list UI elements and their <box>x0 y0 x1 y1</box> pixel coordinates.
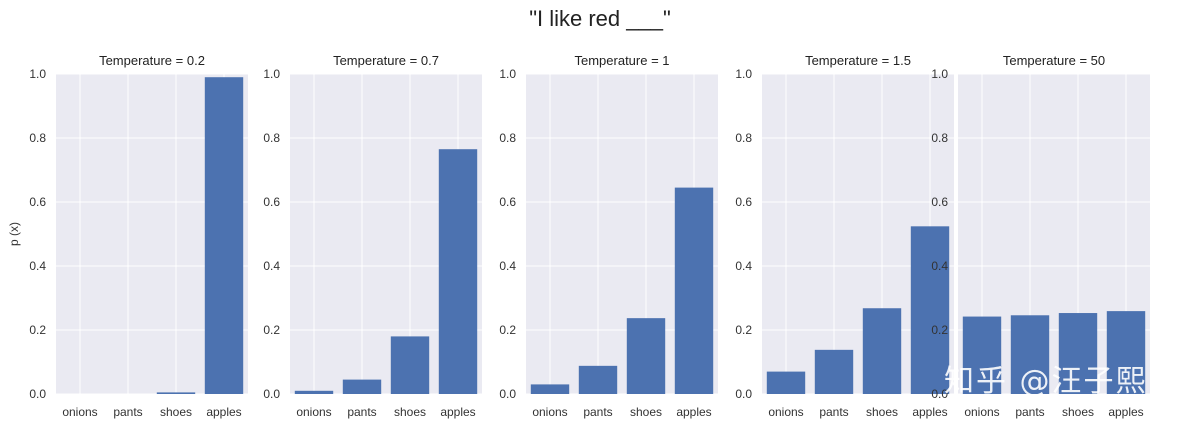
x-tick-label: onions <box>768 405 803 419</box>
y-tick-label: 0.6 <box>931 195 948 209</box>
bar-pants <box>578 365 618 394</box>
y-tick-label: 0.2 <box>735 323 752 337</box>
y-axis-label: p (x) <box>7 222 21 246</box>
panel-title: Temperature = 0.7 <box>333 53 439 68</box>
panel-3: 0.0 0.2 0.4 0.6 0.8 1.0 onions pants shoes apples… <box>499 53 718 419</box>
bar-onions <box>962 316 1002 394</box>
bar-onions <box>294 390 334 394</box>
y-tick-label: 0.0 <box>499 387 516 401</box>
panel-title: Temperature = 1 <box>574 53 669 68</box>
bar-shoes <box>862 308 902 394</box>
y-tick-label: 0.4 <box>735 259 752 273</box>
bar-pants <box>814 349 854 394</box>
x-tick-label: pants <box>583 405 612 419</box>
y-tick-label: 0.4 <box>931 259 948 273</box>
y-tick-label: 0.4 <box>29 259 46 273</box>
x-tick-label: pants <box>347 405 376 419</box>
y-tick-label: 1.0 <box>735 67 752 81</box>
watermark: 知乎 @汪子熙 <box>944 364 1148 399</box>
y-tick-label: 0.0 <box>735 387 752 401</box>
x-tick-label: onions <box>964 405 999 419</box>
bar-shoes <box>156 392 196 394</box>
x-tick-label: apples <box>676 405 711 419</box>
y-tick-label: 0.2 <box>29 323 46 337</box>
bar-apples <box>1106 311 1146 394</box>
panel-5: 0.0 0.2 0.4 0.6 0.8 1.0 onions pants shoes apples… <box>931 53 1150 419</box>
x-tick-label: pants <box>1015 405 1044 419</box>
y-tick-label: 0.0 <box>931 387 948 401</box>
x-tick-label: apples <box>1108 405 1143 419</box>
y-tick-label: 0.4 <box>499 259 516 273</box>
panel-1: 0.0 0.2 0.4 0.6 0.8 1.0 onions pants shoes apples… <box>29 53 248 419</box>
y-tick-label: 1.0 <box>29 67 46 81</box>
x-tick-label: apples <box>206 405 241 419</box>
y-tick-label: 0.2 <box>931 323 948 337</box>
x-tick-label: apples <box>912 405 947 419</box>
x-tick-label: shoes <box>394 405 426 419</box>
bar-onions <box>530 384 570 394</box>
y-tick-label: 0.2 <box>263 323 280 337</box>
y-tick-label: 0.2 <box>499 323 516 337</box>
bar-apples <box>910 226 950 394</box>
y-tick-label: 0.6 <box>29 195 46 209</box>
bar-onions <box>766 371 806 394</box>
bar-shoes <box>1058 313 1098 394</box>
bar-pants <box>342 379 382 394</box>
x-tick-label: onions <box>62 405 97 419</box>
y-tick-label: 1.0 <box>931 67 948 81</box>
x-tick-label: onions <box>296 405 331 419</box>
y-tick-label: 0.0 <box>29 387 46 401</box>
x-tick-label: shoes <box>160 405 192 419</box>
x-tick-label: shoes <box>630 405 662 419</box>
panel-2: 0.0 0.2 0.4 0.6 0.8 1.0 onions pants shoes apples… <box>263 53 482 419</box>
y-tick-label: 1.0 <box>499 67 516 81</box>
y-tick-label: 0.6 <box>263 195 280 209</box>
panel-title: Temperature = 1.5 <box>805 53 911 68</box>
y-tick-label: 0.6 <box>735 195 752 209</box>
bar-shoes <box>626 318 666 394</box>
y-tick-label: 0.8 <box>499 131 516 145</box>
panel-title: Temperature = 50 <box>1003 53 1105 68</box>
panel-title: Temperature = 0.2 <box>99 53 205 68</box>
x-tick-label: onions <box>532 405 567 419</box>
y-tick-label: 0.8 <box>931 131 948 145</box>
bar-pants <box>1010 315 1050 394</box>
figure-title: "I like red ___" <box>529 6 671 31</box>
bar-apples <box>438 149 478 394</box>
y-tick-label: 0.4 <box>263 259 280 273</box>
bar-apples <box>674 187 714 394</box>
y-tick-label: 0.0 <box>263 387 280 401</box>
panel-4: 0.0 0.2 0.4 0.6 0.8 1.0 onions pants shoes apples… <box>735 53 954 419</box>
bar-shoes <box>390 336 430 394</box>
y-tick-label: 1.0 <box>263 67 280 81</box>
y-tick-label: 0.8 <box>263 131 280 145</box>
x-tick-label: shoes <box>1062 405 1094 419</box>
x-tick-label: apples <box>440 405 475 419</box>
y-tick-label: 0.8 <box>735 131 752 145</box>
bar-apples <box>204 77 244 394</box>
x-tick-label: pants <box>113 405 142 419</box>
y-tick-label: 0.6 <box>499 195 516 209</box>
x-tick-label: pants <box>819 405 848 419</box>
y-tick-label: 0.8 <box>29 131 46 145</box>
x-tick-label: shoes <box>866 405 898 419</box>
